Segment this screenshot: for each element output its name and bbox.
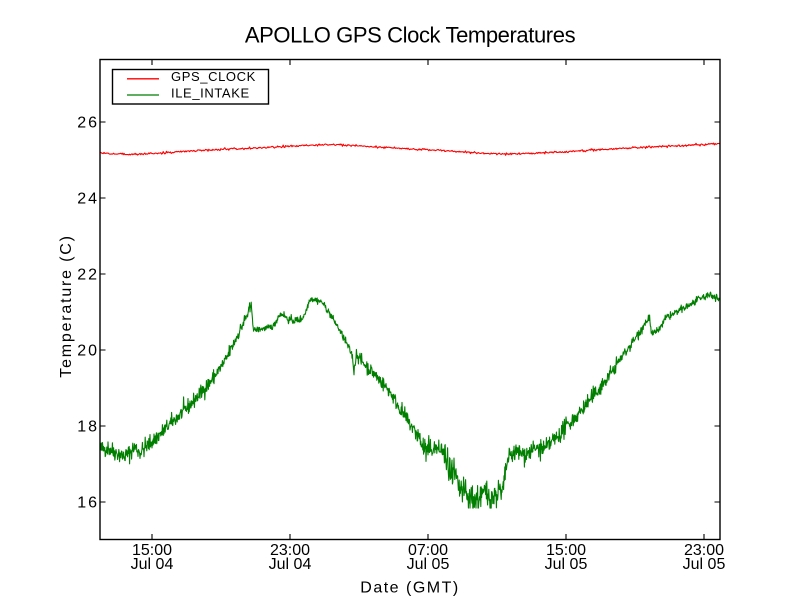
svg-text:Jul 05: Jul 05 (545, 556, 588, 573)
svg-text:23:00: 23:00 (270, 542, 310, 559)
svg-text:16: 16 (77, 494, 99, 511)
svg-text:APOLLO GPS Clock Temperatures: APOLLO GPS Clock Temperatures (245, 22, 576, 47)
svg-text:Date (GMT): Date (GMT) (360, 580, 459, 597)
svg-text:26: 26 (77, 114, 99, 131)
svg-text:23:00: 23:00 (684, 542, 724, 559)
svg-text:18: 18 (77, 418, 99, 435)
svg-text:07:00: 07:00 (408, 542, 448, 559)
svg-text:ILE_INTAKE: ILE_INTAKE (171, 86, 250, 101)
svg-text:24: 24 (77, 190, 99, 207)
svg-text:Temperature (C): Temperature (C) (58, 234, 75, 377)
svg-text:15:00: 15:00 (132, 542, 172, 559)
svg-text:GPS_CLOCK: GPS_CLOCK (171, 69, 256, 84)
svg-text:Jul 04: Jul 04 (269, 556, 312, 573)
svg-text:Jul 04: Jul 04 (131, 556, 174, 573)
svg-text:Jul 05: Jul 05 (407, 556, 450, 573)
svg-text:22: 22 (77, 266, 99, 283)
svg-text:Jul 05: Jul 05 (683, 556, 726, 573)
svg-text:20: 20 (77, 342, 99, 359)
svg-text:15:00: 15:00 (546, 542, 586, 559)
